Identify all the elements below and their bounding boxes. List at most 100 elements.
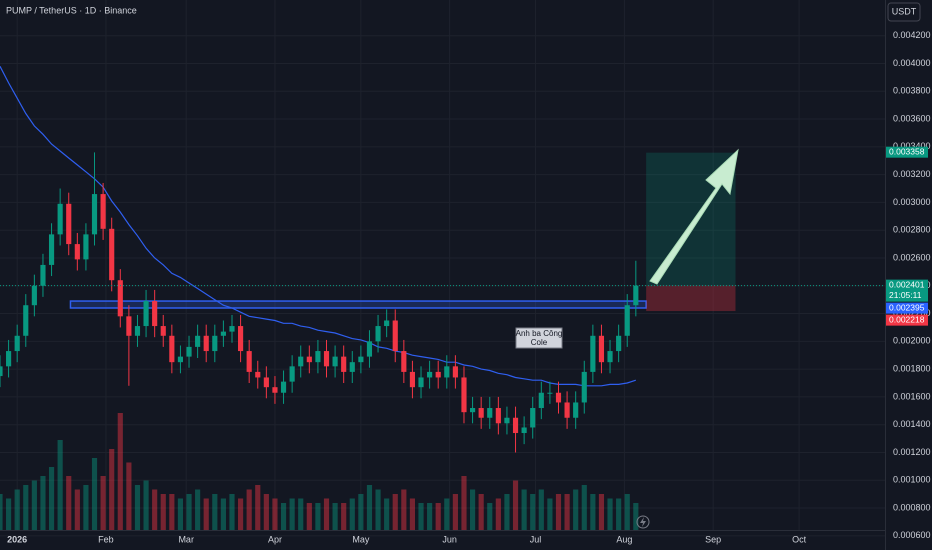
position-loss [646, 285, 736, 312]
x-tick-label: Sep [705, 534, 721, 544]
price-label-box [886, 146, 928, 158]
candle-body [409, 371, 416, 388]
candle-body [633, 285, 639, 306]
candle-body [280, 381, 287, 393]
volume-bar [23, 485, 29, 530]
volume-bar [538, 489, 544, 530]
arrow [649, 148, 739, 285]
candle-body [487, 408, 493, 418]
candle-body [289, 366, 295, 382]
candle-body [358, 356, 364, 363]
y-tick-label: 0.001200 [893, 447, 931, 457]
countdown: 21:05:11 [889, 290, 922, 300]
candle-body [624, 305, 630, 336]
note-box [515, 327, 563, 349]
volume-bar [40, 476, 46, 530]
volume-bar [212, 494, 218, 530]
candle-body [66, 203, 72, 245]
candle-body [444, 366, 450, 378]
y-tick-label: 0.001800 [893, 363, 931, 373]
x-tick-label: Jul [530, 534, 542, 544]
candle-body [143, 301, 149, 327]
candle-body [212, 335, 218, 352]
volume-bar [315, 503, 321, 530]
y-tick-label: 0.002600 [893, 252, 931, 262]
volume-bar [598, 494, 605, 530]
candle-body [246, 351, 252, 372]
volume-bar [418, 503, 424, 530]
candle-body [461, 377, 467, 413]
volume-bar [332, 503, 338, 530]
candle-body [495, 408, 501, 424]
volume-bar [186, 494, 192, 530]
candle-body [349, 362, 355, 372]
volume-bar [616, 498, 622, 530]
candle-body [538, 392, 544, 409]
candle-body [74, 244, 80, 260]
currency[interactable]: USDT [892, 6, 917, 16]
volume-bar [160, 494, 166, 530]
note-text: Anh ba Công [516, 329, 563, 338]
x-tick-label: May [352, 534, 370, 544]
volume-bar [143, 480, 149, 530]
volume-bar [117, 413, 123, 530]
candle-body [126, 316, 132, 336]
volume-bar [31, 480, 37, 530]
volume-bar [392, 494, 398, 530]
candle-body [341, 356, 347, 372]
volume-bar [238, 498, 244, 530]
volume-bar [14, 489, 20, 530]
y-tick-label: 0.001400 [893, 419, 931, 429]
candle-body [418, 377, 424, 388]
candle-body [427, 371, 433, 378]
x-tick-label: Oct [792, 534, 807, 544]
candle-body [160, 326, 166, 336]
events-icon[interactable] [636, 515, 650, 529]
volume-bar [341, 503, 347, 530]
note-text: Cole [531, 338, 548, 347]
volume-bar [521, 489, 527, 530]
candle-body [547, 392, 553, 394]
volume-bar [384, 498, 390, 530]
x-tick-label: Mar [178, 534, 194, 544]
volume-bar [624, 494, 630, 530]
volume-bar [306, 503, 312, 530]
candle-body [384, 320, 390, 327]
volume-bar [272, 498, 278, 530]
volume-bar [195, 489, 201, 530]
candle-body [478, 408, 484, 418]
price-label: 0.002395 [889, 302, 925, 312]
volume-bar [66, 476, 72, 530]
x-tick-label: Apr [268, 534, 282, 544]
volume-bar [349, 498, 355, 530]
price-label: 0.003358 [889, 146, 925, 156]
volume-bar [444, 498, 450, 530]
volume-bar [478, 494, 484, 530]
candle-body [401, 351, 407, 372]
volume-bar [91, 458, 98, 530]
volume-bar [229, 494, 235, 530]
volume-bar [109, 449, 115, 530]
candle-body [306, 356, 312, 363]
currency-button[interactable] [887, 2, 921, 22]
x-tick-label: Feb [98, 534, 114, 544]
candle-body [590, 335, 596, 372]
volume-bar [435, 503, 441, 530]
volume-bar [220, 498, 226, 530]
volume-bar [358, 494, 364, 530]
candle-body [598, 335, 605, 363]
volume-bar [74, 489, 80, 530]
price-label-box [886, 314, 928, 326]
volume-bar [564, 494, 570, 530]
y-tick-label: 0.000800 [893, 502, 931, 512]
volume-bar [633, 503, 639, 530]
volume-bar [512, 480, 519, 530]
volume-bar [0, 494, 3, 530]
volume-bar [469, 489, 476, 530]
chart-title: PUMP / TetherUS · 1D · Binance [6, 5, 137, 15]
support-zone [69, 300, 647, 309]
candle-body [504, 417, 510, 424]
y-tick-label: 0.003600 [893, 113, 931, 123]
